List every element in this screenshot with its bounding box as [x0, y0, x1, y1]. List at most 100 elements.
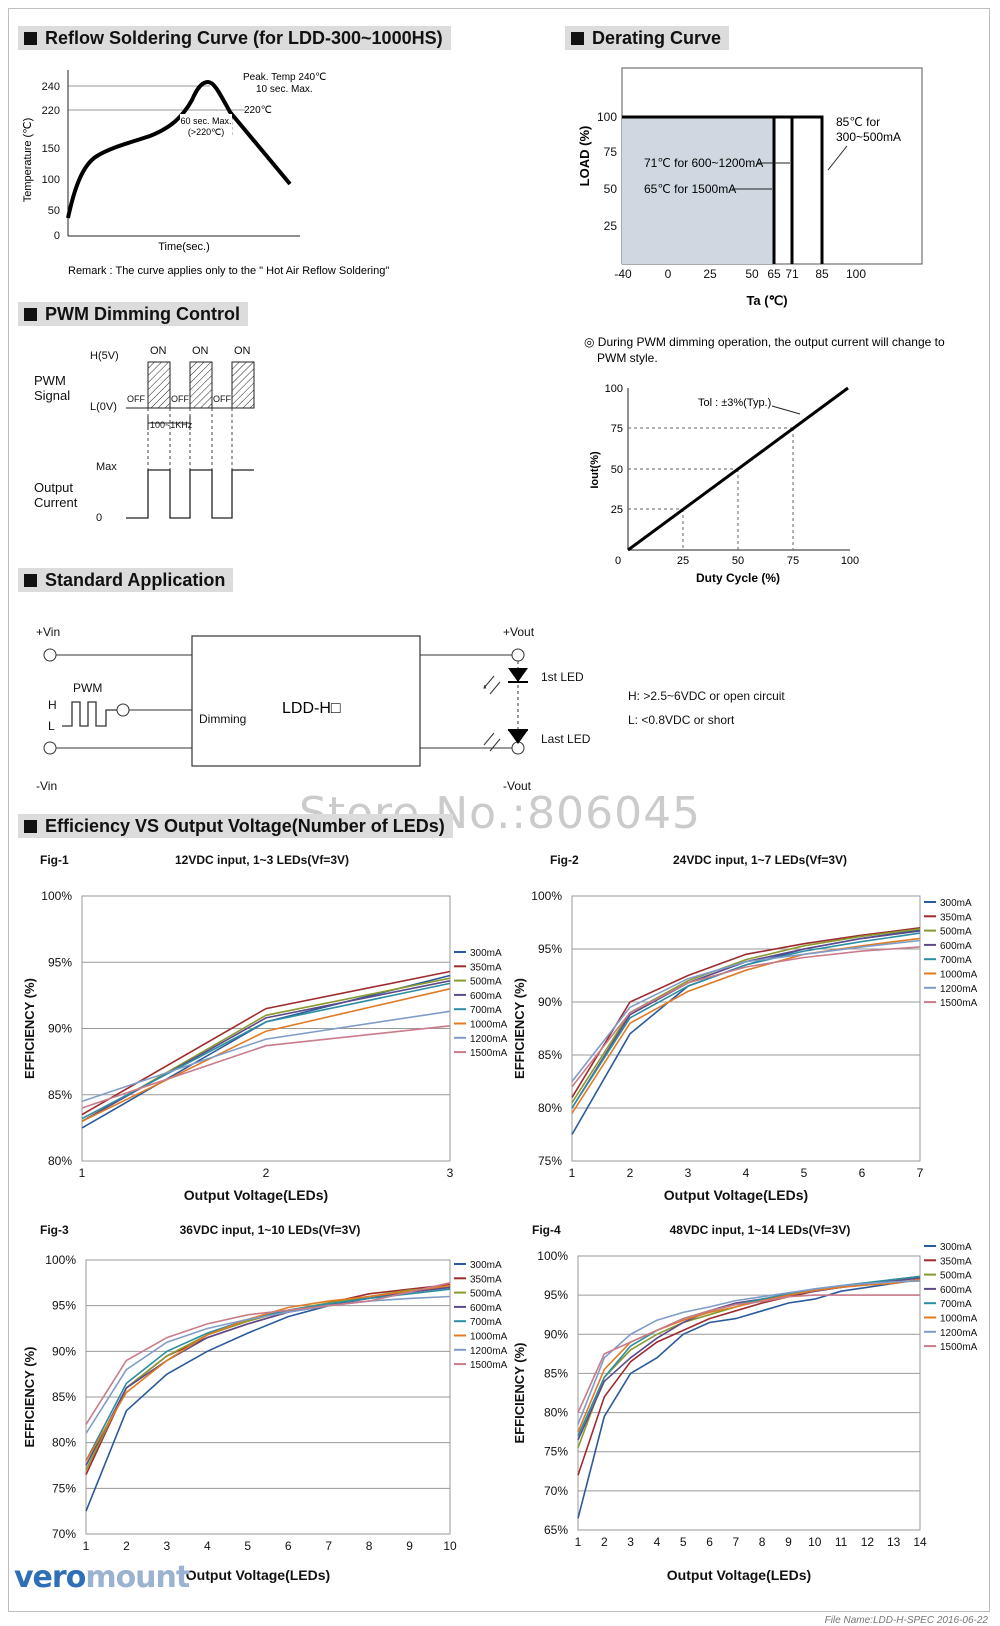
efficiency-ylabel: EFFICIENCY (%) — [512, 978, 527, 1079]
reflow-ytick-220: 220 — [42, 105, 60, 117]
derating-xtick-neg40: -40 — [614, 267, 632, 281]
iout-xlabel: Duty Cycle (%) — [696, 571, 780, 585]
efficiency-legend-label: 1200mA — [470, 1346, 508, 1357]
efficiency-legend-label: 300mA — [940, 898, 972, 909]
reflow-remark: Remark : The curve applies only to the "… — [68, 265, 389, 277]
efficiency-xtick-label: 3 — [685, 1166, 692, 1180]
efficiency-legend-label: 1200mA — [470, 1034, 508, 1045]
reflow-peak-duration: 10 sec. Max. — [256, 84, 313, 95]
efficiency-legend-label: 500mA — [470, 977, 502, 988]
efficiency-legend-label: 1500mA — [940, 998, 978, 1009]
pwm-title-text: PWM Dimming Control — [45, 304, 240, 324]
efficiency-ytick-label: 95% — [48, 955, 72, 969]
efficiency-fig-label: Fig-4 — [532, 1223, 561, 1237]
derating-xtick-0: 0 — [665, 267, 672, 281]
efficiency-legend-label: 700mA — [470, 1317, 502, 1328]
efficiency-ytick-label: 100% — [531, 889, 562, 903]
derating-ylabel: LOAD (%) — [577, 126, 592, 187]
first-led-label: 1st LED — [541, 670, 584, 684]
efficiency-xtick-label: 1 — [569, 1166, 576, 1180]
pwm-output-waveform — [126, 469, 254, 519]
pwm-on-pulse-1 — [147, 361, 171, 409]
pwm-low-level: L(0V) — [90, 401, 117, 413]
efficiency-ytick-label: 80% — [538, 1101, 562, 1115]
efficiency-xtick-label: 13 — [887, 1535, 901, 1549]
reflow-xlabel: Time(sec.) — [158, 241, 210, 253]
efficiency-xtick-label: 6 — [285, 1539, 292, 1553]
efficiency-ytick-label: 90% — [52, 1344, 76, 1358]
pwm-high-level: H(5V) — [90, 350, 119, 362]
iout-line — [627, 386, 849, 552]
efficiency-ytick-label: 85% — [52, 1390, 76, 1404]
logo-text-b: mount — [85, 1560, 190, 1595]
efficiency-series-line — [81, 988, 451, 1123]
efficiency-xtick-label: 8 — [759, 1535, 766, 1549]
efficiency-series-line — [571, 939, 921, 1082]
iout-ytick-25: 25 — [611, 504, 623, 516]
reflow-title-text: Reflow Soldering Curve (for LDD-300~1000… — [45, 28, 443, 48]
efficiency-ytick-label: 85% — [538, 1048, 562, 1062]
last-led-icon — [508, 730, 528, 744]
reflow-chart: 240 220 150 100 50 0 Temperature (℃) Tim… — [22, 70, 389, 277]
efficiency-ytick-label: 65% — [544, 1523, 568, 1537]
reflow-ylabel: Temperature (℃) — [22, 118, 34, 203]
pwm-frequency-label: 100~1KHz — [150, 420, 193, 430]
efficiency-ytick-label: 100% — [537, 1249, 568, 1263]
efficiency-xtick-label: 1 — [79, 1166, 86, 1180]
file-name-footer: File Name:LDD-H-SPEC 2016-06-22 — [824, 1615, 988, 1626]
reflow-ytick-100: 100 — [42, 174, 60, 186]
efficiency-xtick-label: 11 — [835, 1535, 848, 1549]
logo-text-a: vero — [14, 1560, 86, 1595]
derating-note-85: 85℃ for — [836, 115, 880, 129]
efficiency-legend-label: 500mA — [940, 1271, 972, 1282]
efficiency-ytick-label: 80% — [52, 1436, 76, 1450]
efficiency-series-line — [571, 946, 921, 1088]
efficiency-title-text: Efficiency VS Output Voltage(Number of L… — [45, 816, 445, 836]
page-frame — [8, 8, 990, 1612]
efficiency-ylabel: EFFICIENCY (%) — [22, 1347, 37, 1448]
square-bullet-icon — [24, 574, 37, 587]
efficiency-xtick-label: 10 — [443, 1539, 457, 1553]
vin-minus-terminal — [43, 741, 57, 755]
iout-xtick-100: 100 — [841, 555, 859, 567]
derating-xlabel: Ta (℃) — [746, 293, 787, 308]
efficiency-ytick-label: 100% — [41, 889, 72, 903]
efficiency-ylabel: EFFICIENCY (%) — [512, 1343, 527, 1444]
efficiency-xtick-label: 2 — [263, 1166, 270, 1180]
derating-xtick-25: 25 — [703, 267, 717, 281]
efficiency-legend-label: 350mA — [940, 1256, 972, 1267]
pwm-note-line-1: ◎ During PWM dimming operation, the outp… — [584, 335, 945, 349]
efficiency-plot-area — [577, 1255, 921, 1531]
vin-minus-label: -Vin — [36, 779, 57, 793]
pwm-on-label-2: ON — [192, 345, 209, 357]
pwm-on-pulse-3 — [231, 361, 255, 409]
iout-tolerance-pointer — [771, 405, 801, 415]
efficiency-legend-label: 1000mA — [940, 1314, 978, 1325]
iout-xtick-0: 0 — [615, 555, 621, 567]
light-ray-icon — [483, 675, 495, 689]
reflow-ytick-0: 0 — [54, 230, 60, 242]
efficiency-legend-label: 350mA — [940, 912, 972, 923]
efficiency-ylabel: EFFICIENCY (%) — [22, 978, 37, 1079]
efficiency-ytick-label: 85% — [48, 1088, 72, 1102]
efficiency-fig-label: Fig-1 — [40, 853, 69, 867]
efficiency-legend-label: 1200mA — [940, 1328, 978, 1339]
efficiency-legend-label: 600mA — [940, 1285, 972, 1296]
pwm-input-label: PWM — [73, 681, 102, 695]
square-bullet-icon — [571, 32, 584, 45]
reflow-section-title: Reflow Soldering Curve (for LDD-300~1000… — [18, 26, 451, 50]
efficiency-legend-label: 300mA — [940, 1242, 972, 1253]
efficiency-chart-title: 24VDC input, 1~7 LEDs(Vf=3V) — [673, 853, 847, 867]
pwm-zero-level: 0 — [96, 512, 102, 524]
efficiency-xtick-label: 9 — [785, 1535, 792, 1549]
pwm-signal-label-2: Signal — [34, 388, 70, 403]
efficiency-ytick-label: 85% — [544, 1366, 568, 1380]
derating-note-85-range: 300~500mA — [836, 130, 901, 144]
efficiency-fig-label: Fig-2 — [550, 853, 579, 867]
derating-ytick-100: 100 — [597, 110, 617, 124]
reflow-ytick-240: 240 — [42, 81, 60, 93]
efficiency-xtick-label: 12 — [861, 1535, 875, 1549]
iout-xtick-25: 25 — [677, 555, 689, 567]
iout-ytick-100: 100 — [605, 383, 623, 395]
